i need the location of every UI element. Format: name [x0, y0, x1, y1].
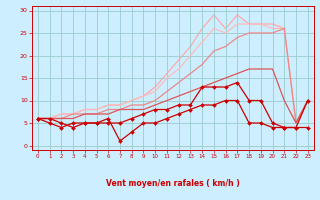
X-axis label: Vent moyen/en rafales ( km/h ): Vent moyen/en rafales ( km/h ) — [106, 179, 240, 188]
